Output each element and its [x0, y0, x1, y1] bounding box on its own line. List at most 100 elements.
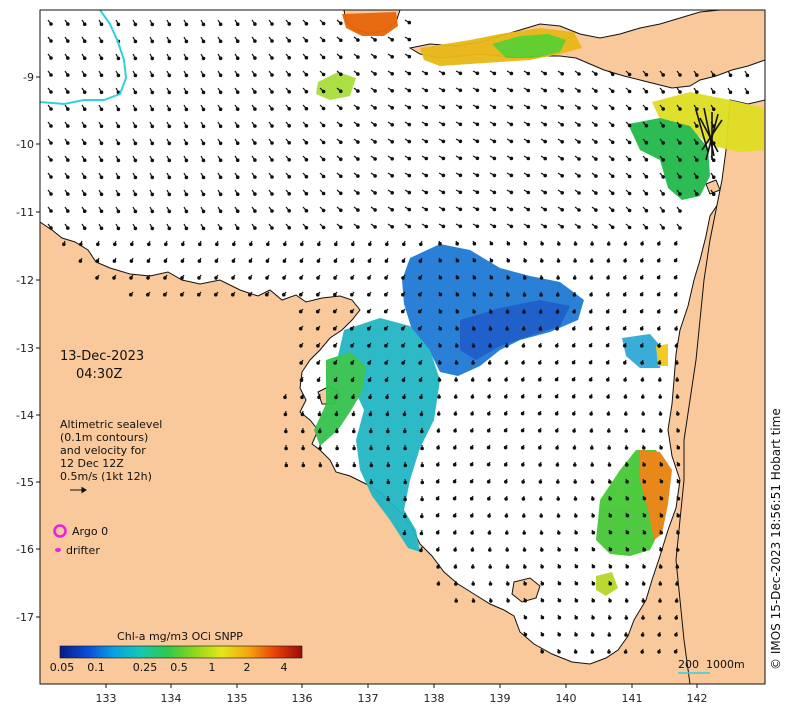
- velocity-arrow-head: [543, 173, 548, 178]
- velocity-arrow-head: [657, 633, 662, 637]
- velocity-arrow-head: [349, 309, 354, 314]
- velocity-arrow-head: [284, 429, 288, 434]
- velocity-arrow-head: [622, 326, 627, 331]
- velocity-arrow-head: [572, 293, 577, 297]
- island-small-1: [705, 179, 721, 195]
- velocity-arrow-head: [373, 191, 377, 195]
- velocity-arrow-head: [82, 226, 87, 230]
- velocity-arrow-head: [420, 480, 425, 485]
- velocity-arrow-head: [133, 73, 138, 78]
- velocity-arrow-head: [695, 73, 699, 77]
- velocity-arrow-head: [129, 292, 133, 297]
- velocity-arrow-head: [641, 395, 645, 399]
- velocity-arrow-head: [435, 479, 440, 484]
- velocity-arrow-head: [642, 530, 647, 535]
- velocity-arrow-head: [304, 21, 309, 26]
- velocity-arrow-head: [270, 107, 274, 111]
- velocity-arrow-head: [349, 326, 354, 331]
- legend-line-1: Altimetric sealevel: [60, 418, 162, 431]
- velocity-arrow-head: [574, 581, 579, 586]
- velocity-arrow-head: [282, 259, 287, 263]
- velocity-arrow-head: [453, 565, 458, 569]
- velocity-arrow-head: [99, 141, 104, 146]
- velocity-arrow-head: [356, 123, 360, 127]
- velocity-arrow-head: [184, 226, 189, 231]
- velocity-arrow-head: [167, 124, 172, 129]
- velocity-arrow-head: [540, 548, 544, 552]
- latitude-tick-label: -9: [23, 71, 34, 84]
- velocity-arrow-head: [437, 395, 441, 399]
- velocity-arrow-head: [471, 565, 475, 569]
- velocity-arrow-head: [82, 73, 87, 77]
- velocity-arrow-head: [66, 73, 70, 77]
- velocity-arrow-head: [321, 174, 326, 179]
- velocity-arrow-head: [623, 650, 628, 654]
- velocity-arrow-head: [287, 107, 292, 111]
- velocity-arrow-head: [640, 633, 645, 637]
- velocity-arrow-head: [231, 259, 236, 263]
- longitude-tick-label: 137: [358, 692, 379, 705]
- velocity-arrow-head: [475, 207, 480, 212]
- velocity-arrow-head: [538, 463, 542, 467]
- velocity-arrow-head: [332, 309, 337, 314]
- velocity-arrow-head: [441, 224, 446, 229]
- velocity-arrow-head: [486, 462, 491, 467]
- velocity-arrow-head: [270, 56, 274, 60]
- altimetry-legend: Altimetric sealevel (0.1m contours) and …: [60, 418, 162, 494]
- velocity-arrow-head: [352, 463, 357, 468]
- velocity-arrow-head: [695, 90, 699, 94]
- velocity-arrow-head: [304, 106, 309, 111]
- velocity-arrow-head: [492, 173, 497, 178]
- longitude-tick-label: 134: [161, 692, 182, 705]
- velocity-arrow-head: [608, 599, 612, 603]
- velocity-arrow-head: [506, 582, 510, 586]
- velocity-arrow-head: [424, 71, 429, 76]
- velocity-arrow-head: [350, 361, 354, 365]
- velocity-arrow-head: [642, 565, 646, 569]
- velocity-arrow-head: [419, 548, 423, 553]
- velocity-arrow-head: [248, 292, 252, 297]
- velocity-arrow-head: [503, 428, 508, 433]
- velocity-arrow-head: [253, 209, 257, 213]
- velocity-arrow-head: [574, 514, 578, 518]
- velocity-arrow-head: [390, 225, 395, 229]
- velocity-arrow-head: [452, 496, 457, 501]
- velocity-arrow-head: [728, 73, 733, 78]
- chl-patch-east-yellow: [652, 92, 764, 152]
- velocity-arrow-head: [608, 480, 612, 484]
- velocity-arrow-head: [401, 344, 405, 348]
- velocity-arrow-head: [589, 259, 594, 263]
- chl-patch-southwest-small: [596, 572, 618, 596]
- velocity-arrow-head: [458, 224, 463, 229]
- velocity-arrow-head: [265, 292, 269, 297]
- velocity-arrow-head: [214, 292, 218, 297]
- velocity-arrow-head: [304, 55, 309, 60]
- velocity-arrow-head: [99, 226, 104, 231]
- velocity-arrow-head: [610, 140, 615, 145]
- velocity-arrow-head: [400, 326, 405, 331]
- velocity-arrow-head: [487, 497, 491, 501]
- velocity-arrow-head: [66, 124, 70, 128]
- velocity-arrow-head: [728, 90, 733, 95]
- velocity-arrow-head: [506, 258, 511, 263]
- velocity-arrow-head: [625, 564, 630, 569]
- velocity-arrow-head: [133, 141, 138, 146]
- velocity-arrow-head: [659, 513, 664, 518]
- velocity-arrow-head: [356, 174, 360, 178]
- velocity-arrow-head: [695, 158, 699, 162]
- velocity-arrow-head: [351, 242, 355, 247]
- velocity-arrow-head: [424, 224, 429, 229]
- velocity-arrow-head: [418, 344, 422, 348]
- velocity-arrow-head: [591, 581, 596, 586]
- legend-line-2: (0.1m contours): [60, 431, 148, 444]
- velocity-arrow-head: [590, 446, 594, 450]
- drifter-icon: [55, 548, 61, 552]
- velocity-arrow-head: [407, 71, 412, 76]
- velocity-arrow-head: [577, 140, 581, 144]
- velocity-arrow-head: [407, 54, 412, 59]
- velocity-arrow-head: [624, 599, 629, 603]
- velocity-arrow-head: [695, 175, 699, 179]
- velocity-arrow-head: [270, 22, 274, 26]
- velocity-arrow-head: [661, 209, 666, 213]
- velocity-arrow-head: [644, 89, 649, 94]
